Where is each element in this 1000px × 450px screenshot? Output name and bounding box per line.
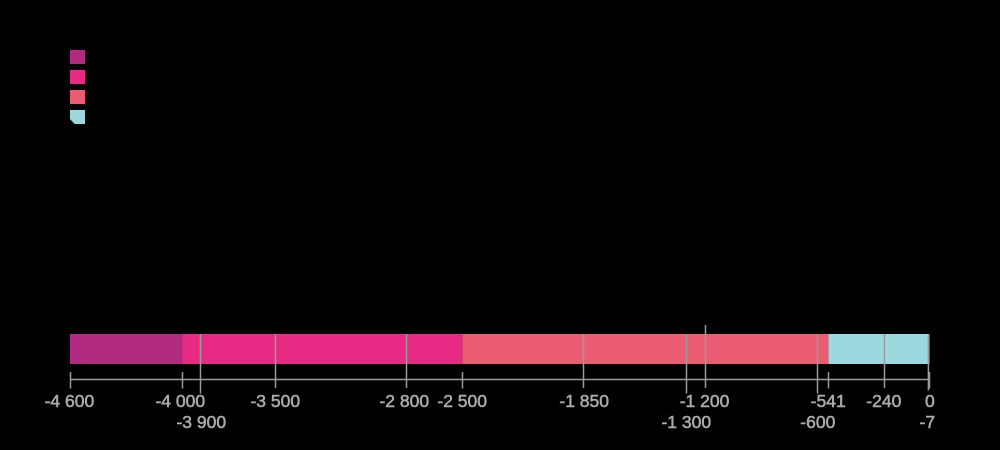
svg-text:-3 900: -3 900 [176,412,226,432]
svg-text:-4 000: -4 000 [155,391,205,411]
svg-text:-1 200: -1 200 [680,391,730,411]
svg-text:-600: -600 [800,412,835,432]
svg-text:-2 800: -2 800 [379,391,429,411]
svg-text:-7: -7 [920,412,936,432]
svg-text:-2 500: -2 500 [437,391,487,411]
svg-text:-1 850: -1 850 [559,391,609,411]
svg-text:-4 600: -4 600 [45,391,95,411]
svg-text:-240: -240 [866,391,901,411]
svg-text:-541: -541 [811,391,846,411]
svg-text:-1 300: -1 300 [661,412,711,432]
svg-text:0: 0 [925,391,935,411]
svg-text:-3 500: -3 500 [250,391,300,411]
